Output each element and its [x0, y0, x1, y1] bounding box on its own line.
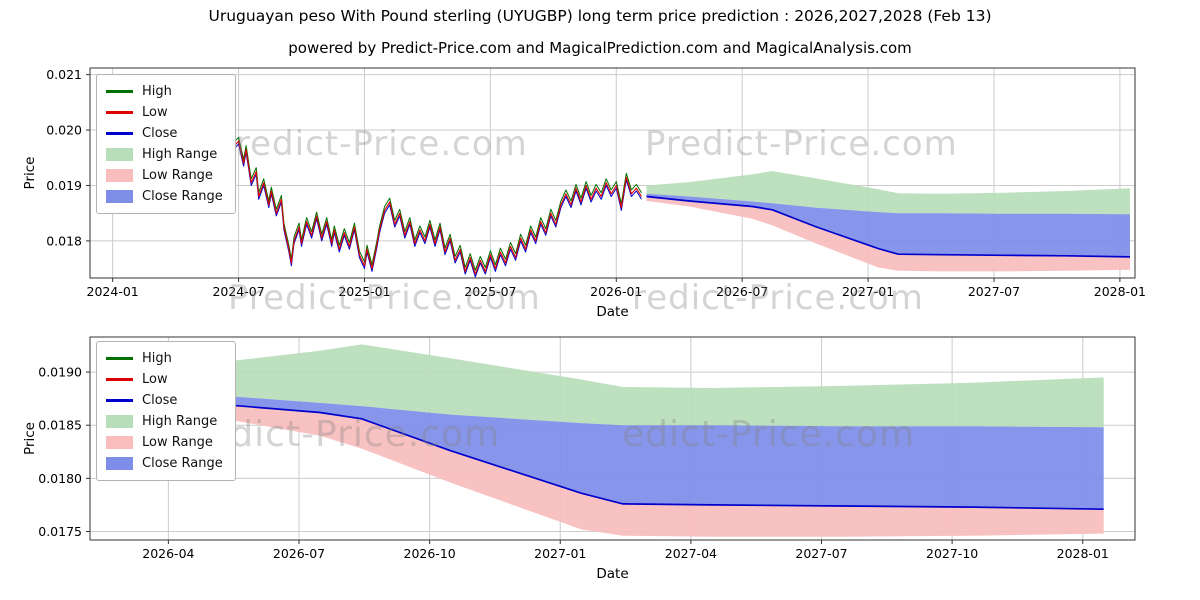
- legend-label: High: [142, 84, 172, 99]
- legend-label: Low Range: [142, 168, 213, 183]
- legend-item-close: Close: [106, 123, 223, 144]
- svg-text:2024-07: 2024-07: [212, 284, 264, 299]
- svg-text:2026-07: 2026-07: [716, 284, 768, 299]
- svg-text:0.018: 0.018: [46, 233, 82, 248]
- svg-text:0.019: 0.019: [46, 178, 82, 193]
- svg-text:0.0190: 0.0190: [38, 365, 82, 380]
- svg-text:2027-10: 2027-10: [926, 546, 978, 561]
- svg-text:0.020: 0.020: [46, 123, 82, 138]
- svg-text:2027-01: 2027-01: [842, 284, 894, 299]
- svg-text:2027-01: 2027-01: [534, 546, 586, 561]
- legend-label: Close: [142, 393, 178, 408]
- svg-text:2027-04: 2027-04: [665, 546, 717, 561]
- svg-text:0.0185: 0.0185: [38, 418, 82, 433]
- chart-legend-top: High Low Close High Range Low Range Close Ran…: [96, 74, 236, 214]
- legend-swatch-close_range: [106, 190, 133, 203]
- legend-item-low-range: Low Range: [106, 165, 223, 186]
- legend-label: High Range: [142, 147, 218, 162]
- svg-text:0.0175: 0.0175: [38, 524, 82, 539]
- legend-item-low-range: Low Range: [106, 432, 223, 453]
- svg-text:0.021: 0.021: [46, 67, 82, 82]
- legend-label: High: [142, 351, 172, 366]
- legend-item-high-range: High Range: [106, 411, 223, 432]
- legend-item-close-range: Close Range: [106, 186, 223, 207]
- svg-text:2026-10: 2026-10: [404, 546, 456, 561]
- page-title: Uruguayan peso With Pound sterling (UYUG…: [208, 7, 992, 25]
- svg-text:Date: Date: [596, 566, 628, 582]
- legend-label: Close Range: [142, 456, 223, 471]
- price-history-and-prediction-chart: 2024-01 2024-07 2025-01 2025-07 2026-01 2026-…: [22, 67, 1146, 320]
- page-subtitle: powered by Predict-Price.com and Magical…: [288, 39, 912, 57]
- legend-swatch-low_range: [106, 436, 133, 449]
- svg-text:Price: Price: [22, 422, 38, 455]
- legend-swatch-low: [106, 111, 133, 114]
- chart-legend-bottom: High Low Close High Range Low Range Close Ran…: [96, 341, 236, 481]
- legend-item-high-range: High Range: [106, 144, 223, 165]
- svg-text:2025-01: 2025-01: [338, 284, 390, 299]
- prediction-detail-chart: 2026-04 2026-07 2026-10 2027-01 2027-04 2027-…: [22, 336, 1136, 582]
- legend-swatch-close: [106, 132, 133, 135]
- svg-text:Date: Date: [596, 304, 628, 320]
- legend-swatch-high_range: [106, 148, 133, 161]
- legend-swatch-high: [106, 90, 133, 93]
- svg-text:0.0180: 0.0180: [38, 471, 82, 486]
- svg-text:2028-01: 2028-01: [1094, 284, 1146, 299]
- svg-text:Price: Price: [22, 157, 38, 190]
- legend-label: Low: [142, 105, 168, 120]
- svg-text:2026-01: 2026-01: [590, 284, 642, 299]
- legend-swatch-low: [106, 378, 133, 381]
- legend-item-high: High: [106, 81, 223, 102]
- legend-item-low: Low: [106, 369, 223, 390]
- legend-label: Low: [142, 372, 168, 387]
- legend-item-high: High: [106, 348, 223, 369]
- legend-item-close: Close: [106, 390, 223, 411]
- legend-swatch-close: [106, 399, 133, 402]
- legend-label: High Range: [142, 414, 218, 429]
- svg-text:2027-07: 2027-07: [968, 284, 1020, 299]
- legend-swatch-high: [106, 357, 133, 360]
- svg-text:2025-07: 2025-07: [464, 284, 516, 299]
- legend-item-low: Low: [106, 102, 223, 123]
- legend-label: Close: [142, 126, 178, 141]
- svg-text:2026-04: 2026-04: [142, 546, 194, 561]
- legend-label: Close Range: [142, 189, 223, 204]
- legend-swatch-low_range: [106, 169, 133, 182]
- svg-text:2024-01: 2024-01: [87, 284, 139, 299]
- legend-item-close-range: Close Range: [106, 453, 223, 474]
- legend-swatch-high_range: [106, 415, 133, 428]
- svg-text:2026-07: 2026-07: [273, 546, 325, 561]
- svg-text:2027-07: 2027-07: [795, 546, 847, 561]
- legend-label: Low Range: [142, 435, 213, 450]
- svg-text:2028-01: 2028-01: [1057, 546, 1109, 561]
- legend-swatch-close_range: [106, 457, 133, 470]
